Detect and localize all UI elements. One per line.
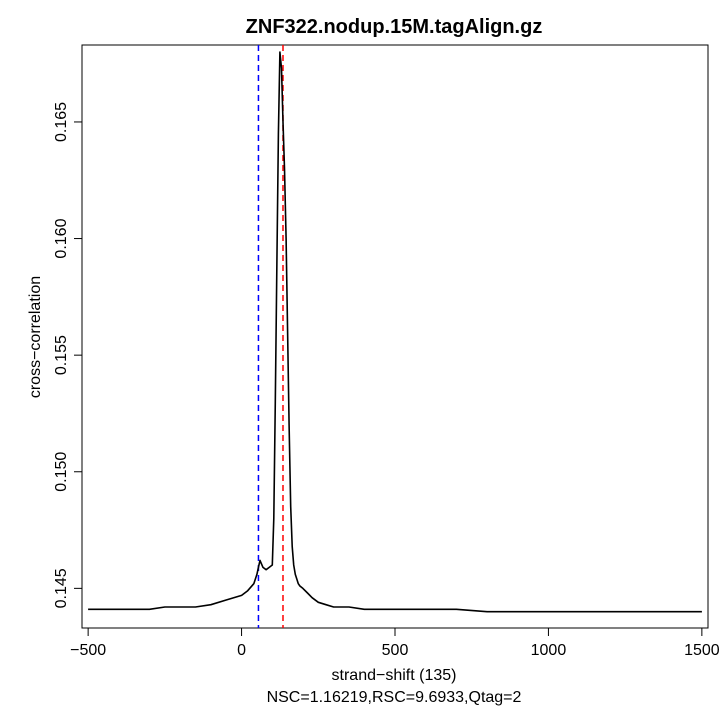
x-tick-label: 1500 [684, 642, 720, 659]
y-tick-label: 0.150 [53, 452, 70, 492]
reference-lines [257, 45, 284, 628]
y-axis: 0.145 0.150 0.155 0.160 0.165 [53, 102, 83, 608]
y-tick-label: 0.145 [53, 568, 70, 608]
x-axis-label: strand−shift (135) [332, 667, 457, 684]
x-tick-label: 0 [237, 642, 246, 659]
x-tick-label: 1000 [531, 642, 567, 659]
chart-title: ZNF322.nodup.15M.tagAlign.gz [246, 16, 543, 38]
chart-footnote: NSC=1.16219,RSC=9.6933,Qtag=2 [267, 689, 522, 706]
x-tick-label: 500 [382, 642, 409, 659]
series-line [88, 51, 702, 613]
y-tick-label: 0.155 [53, 335, 70, 375]
series-group [88, 51, 702, 613]
y-tick-label: 0.165 [53, 102, 70, 142]
y-tick-label: 0.160 [53, 218, 70, 258]
x-tick-label: −500 [70, 642, 106, 659]
plot-frame [81, 44, 709, 629]
y-axis-label: cross−correlation [27, 276, 44, 398]
x-axis: −500 0 500 1000 1500 [70, 627, 720, 659]
